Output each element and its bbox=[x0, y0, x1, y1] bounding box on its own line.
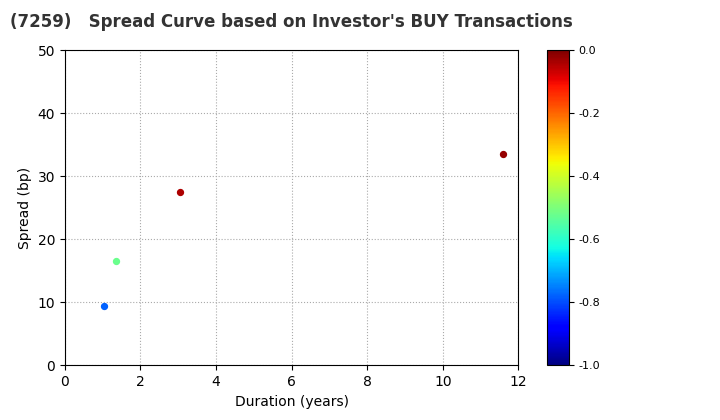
Point bbox=[174, 189, 186, 196]
Text: (7259)   Spread Curve based on Investor's BUY Transactions: (7259) Spread Curve based on Investor's … bbox=[10, 13, 573, 31]
X-axis label: Duration (years): Duration (years) bbox=[235, 395, 348, 409]
Point bbox=[110, 258, 122, 265]
Y-axis label: Spread (bp): Spread (bp) bbox=[18, 167, 32, 249]
Point bbox=[99, 302, 110, 309]
Point bbox=[498, 151, 509, 158]
